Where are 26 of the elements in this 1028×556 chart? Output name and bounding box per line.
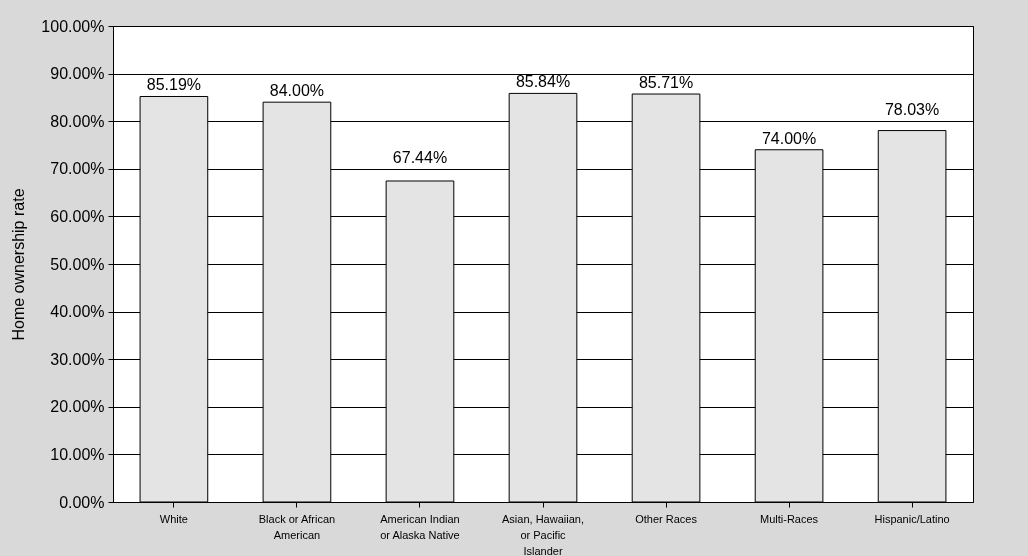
- data-label: 84.00%: [269, 82, 325, 100]
- y-tick-label: 50.00%: [50, 255, 105, 273]
- x-tick-label: Multi-Races: [760, 512, 819, 525]
- data-label: 78.03%: [884, 101, 940, 119]
- y-tick-label: 10.00%: [50, 445, 105, 463]
- y-tick-label: 30.00%: [50, 350, 105, 368]
- y-tick-label: 0.00%: [59, 493, 105, 511]
- y-tick-label: 60.00%: [50, 207, 105, 225]
- y-tick-label: 70.00%: [50, 160, 105, 178]
- y-axis-title: Home ownership rate: [10, 188, 28, 341]
- data-label: 74.00%: [761, 129, 817, 147]
- y-tick-label: 80.00%: [50, 112, 105, 130]
- y-tick-label: 20.00%: [50, 398, 105, 416]
- data-label: 67.44%: [392, 148, 448, 166]
- data-label: 85.19%: [146, 76, 202, 94]
- x-tick-label: American Indian or Alaska Native: [380, 512, 460, 541]
- x-tick-label: Other Races: [635, 512, 698, 525]
- x-tick-label: Hispanic/Latino: [874, 512, 950, 525]
- x-tick-label: Black or African American: [258, 512, 336, 541]
- x-tick-label: Asian, Hawaiian, or Pacific Islander: [502, 512, 584, 556]
- data-label: 85.71%: [638, 74, 694, 92]
- data-label: 85.84%: [515, 73, 571, 91]
- x-tick-label: White: [159, 512, 188, 525]
- y-tick-label: 90.00%: [50, 65, 105, 83]
- y-tick-label: 40.00%: [50, 303, 105, 321]
- y-tick-label: 100.00%: [41, 17, 105, 35]
